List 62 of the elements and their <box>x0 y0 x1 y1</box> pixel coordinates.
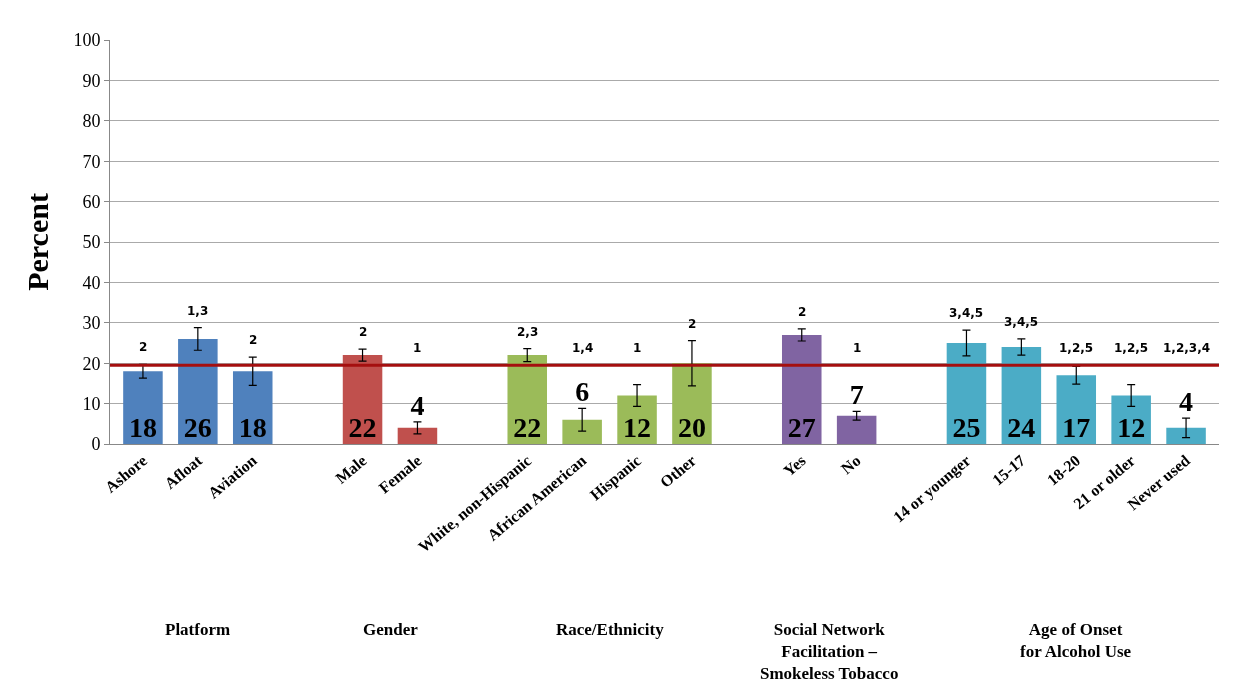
data-label: 7 <box>849 379 864 411</box>
annotation: 1,2,5 <box>1059 341 1094 355</box>
annotation: 2 <box>798 305 807 319</box>
data-label: 12 <box>623 412 652 443</box>
bar <box>1166 427 1206 444</box>
y-tick-label: 10 <box>82 393 101 414</box>
bar <box>781 334 822 444</box>
y-tick-label: 60 <box>82 191 101 212</box>
bar <box>123 371 163 444</box>
x-tick-label: No <box>837 451 864 478</box>
y-tick-label: 50 <box>82 232 101 253</box>
annotation: 1 <box>413 341 422 355</box>
data-label: 4 <box>410 389 425 421</box>
bar <box>397 427 438 444</box>
bar <box>232 371 273 444</box>
data-label: 25 <box>952 412 981 443</box>
bar <box>507 355 548 444</box>
y-tick-label: 0 <box>91 434 101 455</box>
data-label: 18 <box>128 412 157 443</box>
data-label: 26 <box>183 412 212 443</box>
annotation: 1 <box>633 341 642 355</box>
annotation: 2 <box>359 325 368 339</box>
bar <box>836 415 877 444</box>
annotation: 1,2,5 <box>1114 341 1149 355</box>
text: Social Network Facilitation – Smokeless Tobacco <box>760 620 899 684</box>
annotation: 2,3 <box>517 325 539 339</box>
text: Race/Ethnicity <box>556 620 665 639</box>
bar <box>178 338 218 444</box>
data-label: 12 <box>1117 412 1146 443</box>
y-tick-label: 80 <box>82 111 101 132</box>
annotation: 2 <box>249 333 258 347</box>
bar <box>562 419 602 444</box>
y-tick-label: 100 <box>73 30 101 51</box>
annotation: 2 <box>688 317 697 331</box>
data-label: 6 <box>575 376 590 408</box>
y-tick-label: 30 <box>82 313 101 334</box>
text: Platform <box>165 620 231 639</box>
annotation: 1,2,3,4 <box>1163 341 1211 355</box>
x-tick-label: Yes <box>780 451 809 480</box>
y-tick-label: 90 <box>82 70 101 91</box>
annotation: 2 <box>139 340 148 354</box>
text: Age of Onset for Alcohol Use <box>1020 620 1132 662</box>
data-label: 17 <box>1062 412 1091 443</box>
y-axis-title: Percent <box>21 193 55 291</box>
data-label: 24 <box>1007 412 1036 443</box>
bar <box>1056 375 1097 444</box>
text: Gender <box>363 620 419 639</box>
y-tick-label: 20 <box>82 353 101 374</box>
data-label: 22 <box>348 412 377 443</box>
data-label: 18 <box>238 412 267 443</box>
annotation: 3,4,5 <box>949 306 984 320</box>
x-tick-label: Male <box>332 451 370 487</box>
annotation: 1 <box>853 341 862 355</box>
y-tick-label: 70 <box>82 151 101 172</box>
annotation: 1,3 <box>187 304 209 318</box>
annotation: 3,4,5 <box>1004 315 1039 329</box>
data-label: 27 <box>787 412 816 443</box>
data-label: 20 <box>677 412 706 443</box>
y-tick-label: 40 <box>82 272 101 293</box>
annotation: 1,4 <box>572 341 594 355</box>
data-label: 22 <box>513 412 542 443</box>
data-label: 4 <box>1179 386 1194 418</box>
